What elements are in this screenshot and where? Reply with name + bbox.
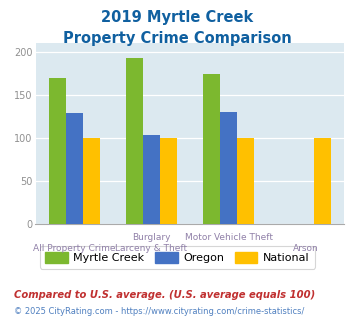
Text: All Property Crime: All Property Crime	[33, 244, 115, 252]
Text: Larceny & Theft: Larceny & Theft	[115, 244, 187, 252]
Bar	[160, 138, 177, 224]
Text: 2019 Myrtle Creek: 2019 Myrtle Creek	[102, 10, 253, 25]
Bar	[143, 135, 160, 224]
Text: Burglary: Burglary	[132, 233, 170, 242]
Text: Compared to U.S. average. (U.S. average equals 100): Compared to U.S. average. (U.S. average …	[14, 290, 316, 300]
Bar	[49, 78, 66, 224]
Text: Motor Vehicle Theft: Motor Vehicle Theft	[185, 233, 273, 242]
Bar	[203, 74, 220, 224]
Text: Arson: Arson	[293, 244, 319, 252]
Bar	[126, 58, 143, 224]
Legend: Myrtle Creek, Oregon, National: Myrtle Creek, Oregon, National	[40, 246, 315, 269]
Bar	[314, 138, 331, 224]
Text: Property Crime Comparison: Property Crime Comparison	[63, 31, 292, 46]
Bar	[83, 138, 100, 224]
Bar	[66, 113, 83, 224]
Bar	[237, 138, 254, 224]
Text: © 2025 CityRating.com - https://www.cityrating.com/crime-statistics/: © 2025 CityRating.com - https://www.city…	[14, 307, 305, 316]
Bar	[220, 112, 237, 224]
